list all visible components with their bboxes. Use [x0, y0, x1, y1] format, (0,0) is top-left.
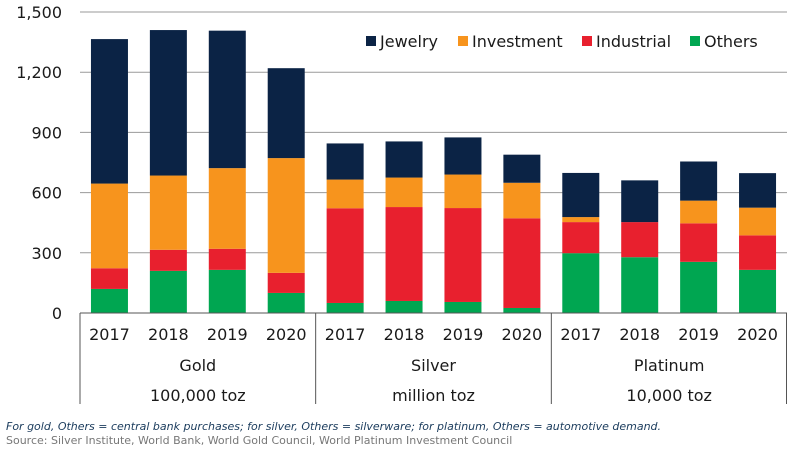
group-label-unit: 100,000 toz	[150, 386, 246, 405]
bar-segment-investment	[739, 207, 777, 236]
bar-segment-industrial	[444, 208, 482, 302]
x-tick-label: 2018	[148, 325, 189, 344]
bar-segment-jewelry	[326, 143, 364, 180]
group-label-unit: million toz	[392, 386, 475, 405]
bar-segment-others	[267, 292, 305, 313]
legend-label-others: Others	[704, 32, 758, 51]
bar-segment-industrial	[680, 223, 718, 262]
gridlines	[80, 11, 787, 254]
bar-segment-jewelry	[208, 30, 246, 169]
legend-swatch-jewelry	[366, 36, 376, 46]
group-label-metal: Platinum	[634, 356, 704, 375]
x-tick-label: 2017	[560, 325, 601, 344]
bar-segment-jewelry	[444, 137, 482, 175]
x-tick-label: 2018	[619, 325, 660, 344]
source-note: Source: Silver Institute, World Bank, Wo…	[6, 434, 513, 447]
bar-segment-investment	[90, 183, 128, 269]
footnote: For gold, Others = central bank purchase…	[6, 420, 662, 433]
group-label-metal: Gold	[179, 356, 216, 375]
bar-segment-investment	[149, 175, 187, 250]
x-tick-label: 2020	[502, 325, 543, 344]
bar-segment-industrial	[739, 235, 777, 270]
bars	[90, 30, 777, 313]
bar-segment-others	[739, 269, 777, 313]
bar-segment-others	[562, 253, 600, 313]
bar-segment-industrial	[326, 208, 364, 303]
bar-segment-jewelry	[621, 180, 659, 223]
group-label-unit: 10,000 toz	[626, 386, 712, 405]
bar-segment-investment	[562, 217, 600, 223]
bar-segment-jewelry	[562, 172, 600, 218]
x-tick-label: 2019	[678, 325, 719, 344]
bar-segment-industrial	[208, 248, 246, 270]
x-tick-label: 2019	[443, 325, 484, 344]
bar-segment-industrial	[149, 249, 187, 271]
x-tick-label: 2020	[737, 325, 778, 344]
bar-segment-others	[90, 288, 128, 313]
bar-segment-investment	[385, 177, 423, 208]
bar-segment-jewelry	[503, 154, 541, 183]
y-tick-label: 900	[31, 123, 62, 142]
legend-label-jewelry: Jewelry	[379, 32, 438, 51]
bar-segment-investment	[680, 200, 718, 224]
bar-segment-investment	[326, 179, 364, 209]
bar-segment-industrial	[562, 222, 600, 254]
bar-segment-investment	[444, 174, 482, 209]
legend: Jewelry Investment Industrial Others	[366, 32, 758, 51]
bar-segment-jewelry	[90, 39, 128, 184]
legend-label-industrial: Industrial	[596, 32, 671, 51]
legend-label-investment: Investment	[472, 32, 563, 51]
bar-segment-jewelry	[149, 30, 187, 176]
bar-segment-others	[444, 301, 482, 313]
bar-segment-others	[680, 261, 718, 313]
bar-segment-industrial	[267, 272, 305, 293]
y-tick-label: 300	[31, 244, 62, 263]
x-tick-label: 2019	[207, 325, 248, 344]
y-tick-label: 1,200	[16, 63, 62, 82]
bar-segment-others	[326, 302, 364, 313]
bar-segment-industrial	[90, 268, 128, 289]
x-tick-label: 2017	[89, 325, 130, 344]
bar-segment-jewelry	[385, 141, 423, 178]
bar-segment-others	[149, 270, 187, 313]
group-label-metal: Silver	[411, 356, 456, 375]
x-tick-label: 2018	[384, 325, 425, 344]
bar-segment-industrial	[503, 218, 541, 308]
y-tick-label: 0	[52, 304, 62, 323]
legend-swatch-industrial	[582, 36, 592, 46]
x-tick-label: 2020	[266, 325, 307, 344]
bar-segment-industrial	[621, 222, 659, 258]
legend-swatch-others	[690, 36, 700, 46]
legend-swatch-investment	[458, 36, 468, 46]
y-axis-ticks: 0 300 600 900 1,200 1,500	[16, 3, 62, 323]
x-axis: 2017 2018 2019 2020 2017 2018 2019 2020 2017 2018…	[79, 312, 787, 405]
bar-segment-others	[621, 257, 659, 313]
bar-segment-others	[503, 307, 541, 313]
bar-segment-jewelry	[267, 68, 305, 159]
bar-segment-industrial	[385, 207, 423, 301]
y-tick-label: 1,500	[16, 3, 62, 22]
x-tick-label: 2017	[325, 325, 366, 344]
bar-segment-investment	[267, 158, 305, 273]
bar-segment-investment	[503, 182, 541, 219]
bar-segment-jewelry	[680, 161, 718, 201]
bar-segment-others	[208, 269, 246, 313]
bar-segment-investment	[208, 168, 246, 249]
y-tick-label: 600	[31, 184, 62, 203]
bar-segment-others	[385, 300, 423, 313]
bar-segment-jewelry	[739, 173, 777, 208]
